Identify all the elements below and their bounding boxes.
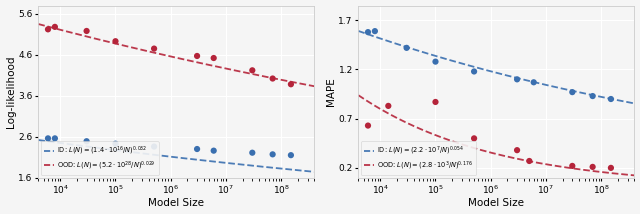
Point bbox=[50, 137, 60, 140]
Y-axis label: Log-likelihood: Log-likelihood bbox=[6, 55, 15, 128]
Y-axis label: MAPE: MAPE bbox=[326, 77, 335, 106]
Point bbox=[588, 94, 598, 98]
Point bbox=[606, 166, 616, 169]
Legend: ID: $L(N) = (1.4 \cdot 10^{16}/N)^{0.032}$, OOD: $L(N) = (5.2 \cdot 10^{28}/N)^{: ID: $L(N) = (1.4 \cdot 10^{16}/N)^{0.032… bbox=[41, 141, 159, 175]
Point bbox=[268, 153, 278, 156]
Point bbox=[286, 83, 296, 86]
Point bbox=[363, 30, 373, 34]
Point bbox=[149, 145, 159, 148]
X-axis label: Model Size: Model Size bbox=[468, 198, 524, 208]
Point bbox=[81, 29, 92, 33]
X-axis label: Model Size: Model Size bbox=[148, 198, 204, 208]
Point bbox=[469, 137, 479, 140]
Point bbox=[401, 46, 412, 50]
Point bbox=[430, 60, 440, 63]
Point bbox=[524, 159, 534, 163]
Point bbox=[512, 149, 522, 152]
Point bbox=[363, 124, 373, 127]
Point bbox=[149, 47, 159, 50]
Point bbox=[268, 77, 278, 80]
Point bbox=[209, 56, 219, 60]
Point bbox=[606, 97, 616, 101]
Point bbox=[512, 78, 522, 81]
Point bbox=[469, 70, 479, 73]
Point bbox=[430, 100, 440, 104]
Point bbox=[43, 137, 53, 140]
Point bbox=[43, 28, 53, 31]
Point bbox=[383, 104, 394, 108]
Point bbox=[370, 29, 380, 33]
Point bbox=[529, 81, 539, 84]
Point bbox=[247, 69, 257, 72]
Point bbox=[247, 151, 257, 155]
Point bbox=[81, 140, 92, 143]
Point bbox=[192, 147, 202, 151]
Point bbox=[192, 54, 202, 58]
Point bbox=[110, 142, 120, 145]
Point bbox=[567, 90, 577, 94]
Point bbox=[209, 149, 219, 152]
Point bbox=[567, 164, 577, 168]
Point bbox=[50, 25, 60, 29]
Point bbox=[110, 40, 120, 43]
Point bbox=[286, 153, 296, 157]
Point bbox=[588, 165, 598, 169]
Legend: ID: $L(N) = (2.2 \cdot 10^{7}/N)^{0.054}$, OOD: $L(N) = (2.8 \cdot 10^{3}/N)^{0.: ID: $L(N) = (2.2 \cdot 10^{7}/N)^{0.054}… bbox=[361, 141, 476, 175]
